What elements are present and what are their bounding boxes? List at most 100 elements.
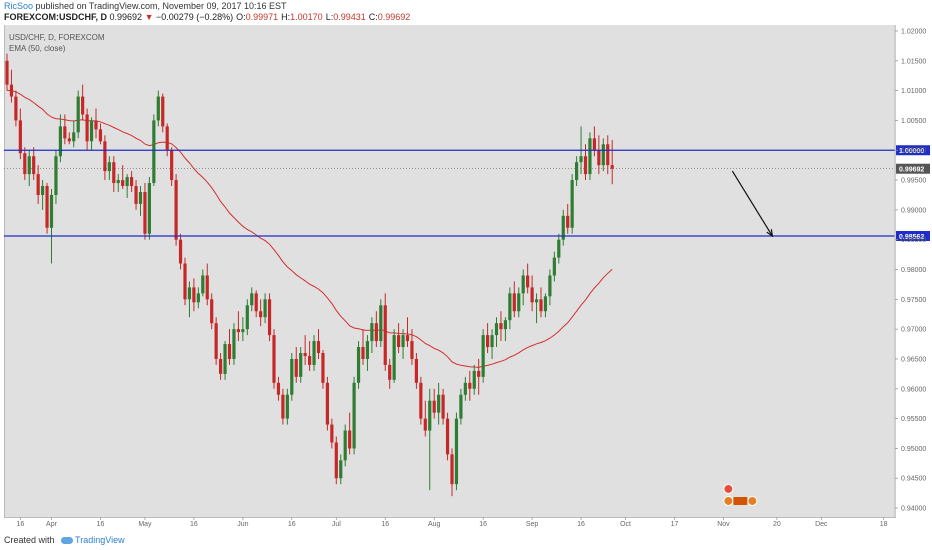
candle-body	[67, 138, 71, 142]
tradingview-logo[interactable]: TradingView	[61, 535, 125, 545]
y-tick-label: 0.98500	[901, 237, 926, 244]
candle-body	[552, 257, 556, 276]
candle-body	[214, 323, 218, 359]
candle-body	[232, 329, 236, 359]
flag-icon	[733, 496, 748, 505]
candle-body	[566, 215, 570, 228]
candle-body	[36, 174, 40, 195]
y-tick-label: 1.01000	[901, 88, 926, 95]
candle-body	[330, 424, 334, 443]
candle-body	[388, 364, 392, 380]
candle-body	[348, 430, 352, 449]
candle-body	[579, 156, 583, 163]
candle-body	[54, 156, 58, 195]
event-marker-icon	[723, 495, 734, 506]
candle-body	[570, 180, 574, 228]
candle-body	[414, 358, 418, 383]
candle-body	[210, 299, 214, 324]
chart-plot-area[interactable]	[4, 25, 896, 518]
candle-body	[183, 263, 187, 300]
candle-body	[143, 191, 147, 234]
candle-body	[130, 177, 134, 187]
candle-body	[459, 394, 463, 419]
candle-body	[548, 275, 552, 297]
y-tick-label: 1.00000	[901, 148, 926, 155]
candle-body	[534, 299, 539, 303]
candle-body	[178, 239, 183, 264]
price-change: −0.00279 (−0.28%)	[156, 12, 234, 22]
candle-body	[152, 120, 156, 184]
y-tick-label: 0.95500	[901, 416, 926, 423]
y-tick-label: 0.94500	[901, 476, 926, 483]
candle-body	[575, 162, 579, 181]
x-tick-label: Apr	[46, 521, 58, 528]
high-value: 1.00170	[290, 12, 323, 22]
x-tick-label: 16	[288, 521, 296, 528]
candle-body	[5, 60, 9, 85]
candle-body	[339, 460, 343, 479]
x-tick-label: 17	[671, 521, 679, 528]
candle-body	[281, 394, 285, 419]
candle-body	[85, 114, 89, 142]
candle-body	[361, 347, 365, 359]
candle-body	[401, 335, 405, 348]
candle-body	[557, 239, 561, 258]
level-price-label: 1.00000	[899, 148, 924, 155]
ohlc-header: FOREXCOM:USDCHF, D 0.99692 ▼ −0.00279 (−…	[4, 12, 410, 22]
x-tick-label: 16	[97, 521, 105, 528]
candle-body	[365, 341, 370, 359]
candle-body	[486, 335, 490, 348]
candle-body	[223, 344, 227, 374]
levels-layer: 1.00000 0.98562 0.99692	[4, 145, 930, 241]
last-price-tag	[896, 163, 930, 174]
forecast-arrow	[731, 170, 773, 237]
candle-body	[583, 156, 588, 175]
candle-body	[445, 418, 450, 455]
candle-body	[63, 126, 67, 139]
candle-body	[205, 275, 209, 300]
close-value: 0.99692	[377, 12, 411, 22]
candle-body	[103, 141, 107, 172]
candle-body	[245, 305, 249, 330]
candle-body	[472, 370, 476, 389]
candle-body	[463, 382, 467, 395]
candle-body	[392, 335, 396, 380]
candle-body	[276, 382, 281, 395]
candle-body	[219, 358, 223, 374]
candle-body	[250, 293, 254, 306]
candle-body	[428, 400, 432, 431]
x-tick-label: Jun	[237, 521, 248, 528]
y-tick-label: 0.97000	[901, 327, 926, 334]
candle-body	[259, 311, 263, 318]
candle-body	[441, 394, 445, 419]
candle-body	[321, 353, 325, 383]
candle-body	[196, 293, 200, 303]
candle-body	[477, 370, 481, 377]
candle-body	[405, 335, 410, 342]
candle-body	[201, 275, 205, 294]
candle-body	[325, 382, 329, 425]
candle-body	[419, 382, 423, 419]
y-tick-label: 0.99500	[901, 178, 926, 185]
y-tick-label: 0.96500	[901, 356, 926, 363]
candle-body	[112, 162, 116, 184]
candle-body	[508, 293, 512, 321]
candle-body	[316, 341, 321, 353]
arrow-layer	[723, 170, 774, 506]
candle-body	[588, 138, 592, 175]
level-price-tag	[896, 230, 930, 241]
candle-body	[192, 287, 196, 303]
candle-body	[125, 177, 129, 187]
candle-body	[521, 275, 525, 294]
candle-body	[49, 194, 54, 228]
author-link[interactable]: RicSoo	[4, 1, 34, 11]
candle-body	[343, 430, 347, 461]
tradingview-brand: TradingView	[75, 535, 125, 545]
x-tick-label: Sep	[526, 521, 539, 528]
event-marker-icon	[723, 483, 734, 494]
level-price-label: 0.98562	[899, 234, 924, 241]
candle-body	[14, 96, 18, 121]
y-tick-label: 1.02000	[901, 28, 926, 35]
candle-body	[27, 156, 31, 175]
